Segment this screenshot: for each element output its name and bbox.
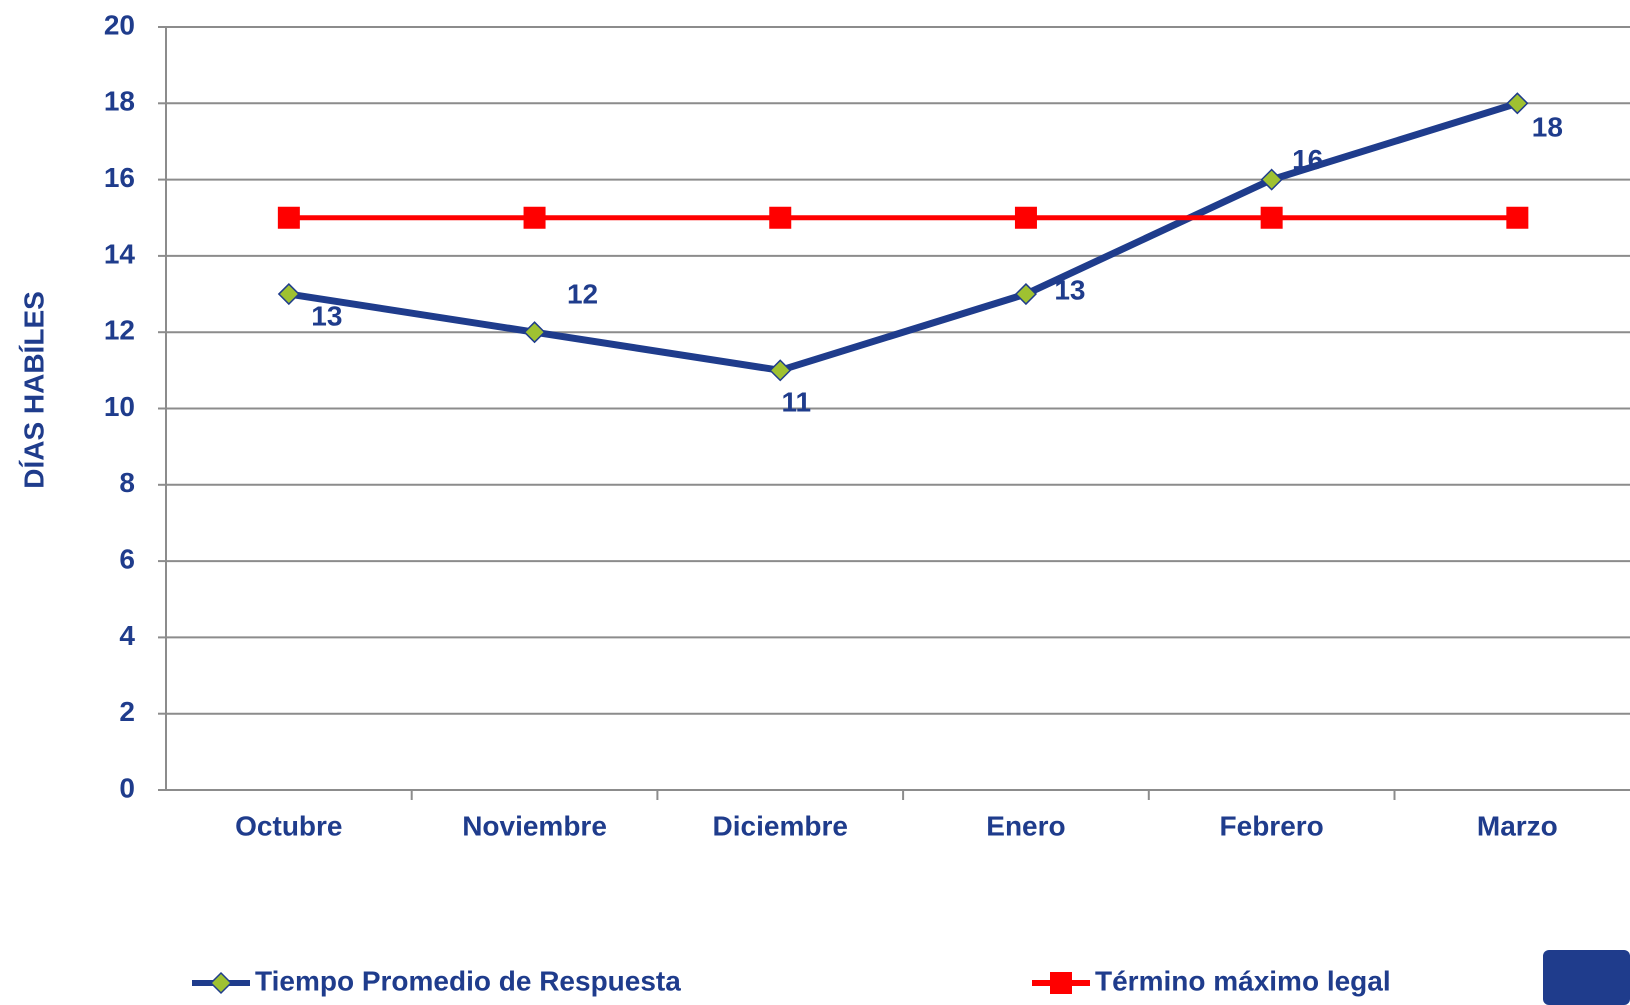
point-marker [1506, 206, 1529, 229]
x-tick-label: Noviembre [462, 810, 607, 841]
point-marker [523, 206, 546, 229]
x-tick-label: Marzo [1477, 810, 1558, 841]
legend-marker [209, 971, 233, 995]
point-marker [769, 359, 792, 382]
x-tick-label: Octubre [235, 810, 342, 841]
series-line [288, 99, 1519, 374]
y-tick-label: 6 [119, 543, 135, 574]
point-marker [277, 282, 300, 306]
y-tick-label: 4 [119, 620, 135, 651]
data-label: 16 [1292, 144, 1323, 175]
legend-marker [1050, 972, 1072, 994]
y-axis-label: DÍAS HABÍLES [18, 291, 49, 489]
data-label: 12 [567, 279, 598, 310]
point-marker [277, 206, 300, 229]
x-tick-label: Diciembre [713, 810, 848, 841]
legend-label: Término máximo legal [1095, 965, 1391, 996]
point-marker [769, 206, 792, 229]
y-tick-label: 2 [119, 696, 135, 727]
y-tick-label: 14 [104, 238, 136, 269]
y-tick-label: 12 [104, 315, 135, 346]
y-tick-label: 0 [119, 772, 135, 803]
point-marker [1260, 206, 1283, 229]
data-label: 11 [781, 387, 811, 418]
y-tick-label: 10 [104, 391, 135, 422]
legend-label: Tiempo Promedio de Respuesta [255, 965, 681, 996]
y-tick-label: 18 [104, 86, 135, 117]
point-marker [1506, 92, 1529, 115]
x-tick-label: Enero [986, 810, 1065, 841]
y-tick-label: 8 [119, 467, 135, 498]
point-marker [1014, 282, 1038, 306]
data-label: 18 [1532, 112, 1563, 143]
y-tick-label: 20 [104, 9, 135, 40]
logo-fragment [1543, 950, 1630, 1005]
point-marker [1260, 168, 1283, 191]
data-label: 13 [311, 300, 342, 331]
point-marker [1014, 206, 1037, 229]
x-tick-label: Febrero [1220, 810, 1324, 841]
point-marker [523, 321, 546, 344]
data-label: 13 [1054, 274, 1085, 305]
y-tick-label: 16 [104, 162, 135, 193]
